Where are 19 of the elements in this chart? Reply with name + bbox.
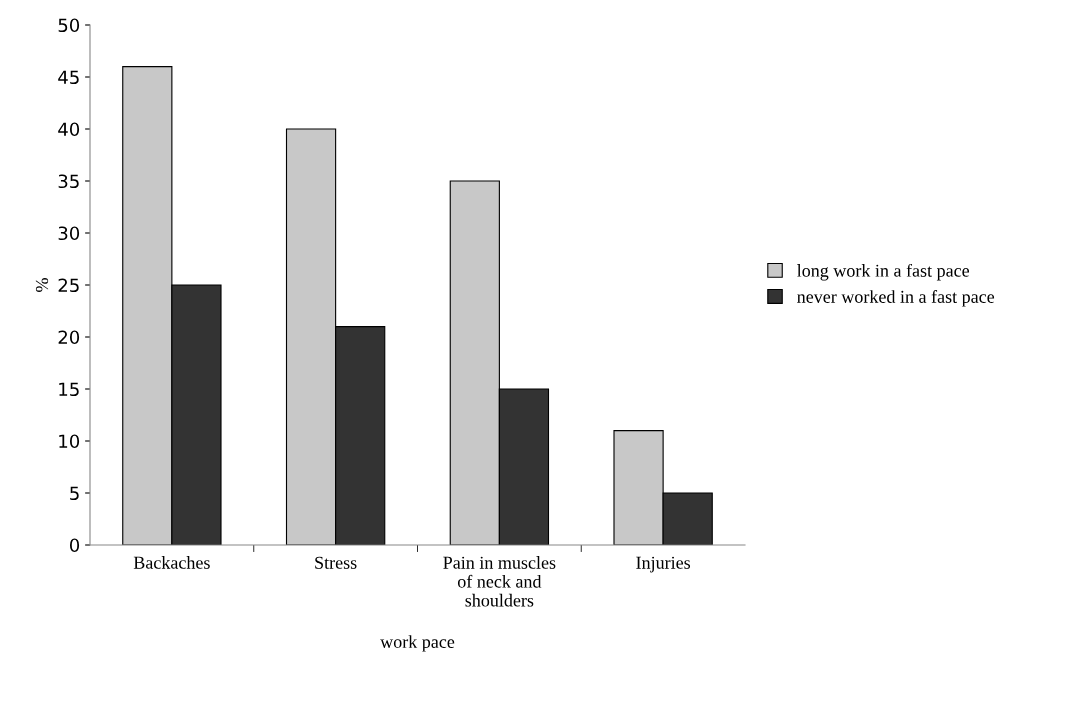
y-tick-label: 35	[58, 174, 79, 189]
y-tick-label: 50	[58, 18, 80, 33]
x-axis-title: work pace	[380, 635, 455, 652]
y-tick-label: 25	[58, 278, 79, 293]
x-tick-label: Pain in muscles of neck and shoulders	[443, 556, 556, 607]
x-tick-label: Stress	[315, 556, 357, 569]
y-tick-label: 10	[59, 434, 80, 449]
y-tick-label: 0	[69, 538, 80, 553]
y-tick-label: 15	[59, 382, 79, 397]
legend-label: never worked in a fast pace	[797, 290, 995, 307]
y-tick-label: 5	[70, 486, 79, 501]
legend-label: long work in a fast pace	[797, 263, 970, 281]
y-tick-label: 45	[58, 70, 79, 85]
y-tick-label: 20	[58, 330, 80, 345]
y-axis-title: %	[35, 278, 49, 292]
x-tick-label: Injuries	[636, 556, 691, 573]
x-tick-label: Backaches	[133, 556, 210, 569]
y-tick-label: 30	[58, 226, 80, 241]
y-tick-label: 40	[58, 122, 80, 137]
